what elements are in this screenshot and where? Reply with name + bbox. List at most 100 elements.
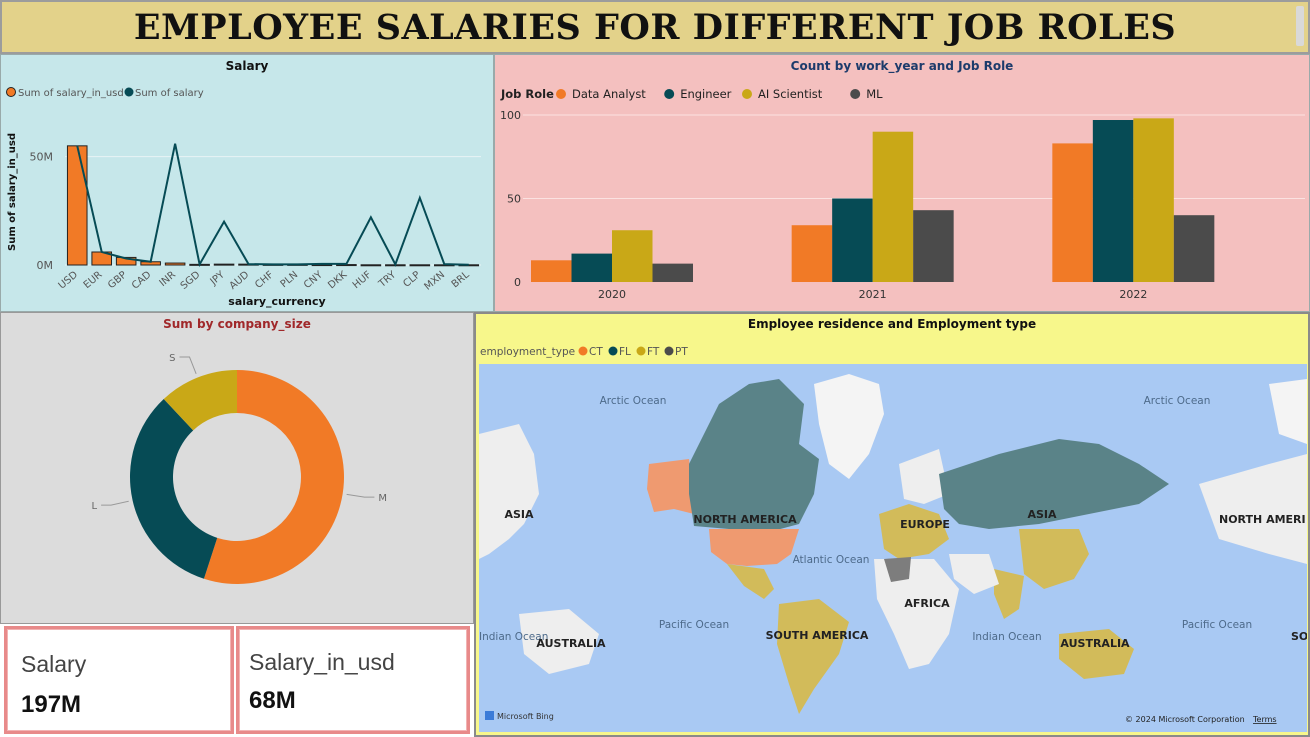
x-tick-label-inr: INR	[158, 269, 178, 289]
y-tick-label: 100	[500, 109, 521, 122]
donut-label-s: S	[169, 353, 175, 364]
legend-label-0: Data Analyst	[572, 87, 646, 101]
region-algeria	[884, 557, 911, 582]
count-bar-2020-3	[652, 263, 693, 282]
label-australia-left: AUSTRALIA	[536, 637, 606, 650]
legend-label-fl: FL	[619, 346, 631, 358]
region-greenland	[814, 374, 884, 479]
map-legend-area[interactable]: employment_type CT FL FT PT	[476, 314, 1310, 737]
label-arctic-ocean-left: Arctic Ocean	[600, 395, 667, 407]
count-legend-title: Job Role	[500, 87, 554, 101]
label-asia: ASIA	[1027, 508, 1057, 521]
legend-label-2: AI Scientist	[758, 87, 823, 101]
legend-label-ft: FT	[647, 346, 660, 358]
region-europe-north	[899, 449, 949, 504]
region-mexico	[727, 564, 774, 599]
x-tick-label-cny: CNY	[302, 269, 326, 291]
legend-marker-ct	[578, 346, 588, 356]
y-tick-label: 50	[507, 193, 521, 206]
x-tick-label-jpy: JPY	[208, 269, 228, 288]
card-salary[interactable]: Salary 197M	[4, 626, 234, 734]
legend-label-3: ML	[866, 87, 883, 101]
count-legend[interactable]: Data Analyst Engineer AI Scientist ML	[556, 87, 883, 101]
map-legend-title: employment_type	[480, 346, 575, 358]
region-india	[994, 569, 1024, 619]
x-tick-label-sgd: SGD	[179, 269, 203, 292]
legend-marker-fl	[608, 346, 618, 356]
region-north-america-right	[1199, 454, 1307, 564]
legend-marker-1	[664, 89, 675, 99]
label-arctic-ocean-right: Arctic Ocean	[1144, 395, 1211, 407]
legend-label-ct: CT	[589, 346, 603, 358]
count-chart-title: Count by work_year and Job Role	[790, 59, 1014, 73]
count-bar-2022-2	[1133, 118, 1174, 282]
donut-leader-line	[346, 493, 375, 498]
dashboard-title: EMPLOYEE SALARIES FOR DIFFERENT JOB ROLE…	[133, 7, 1177, 48]
x-tick-label-pln: PLN	[279, 269, 301, 290]
card-salary-value: 197M	[21, 691, 82, 718]
label-asia-left: ASIA	[504, 508, 534, 521]
x-tick-label-aud: AUD	[228, 269, 252, 292]
x-tick-label-brl: BRL	[450, 269, 472, 290]
salary-chart-panel[interactable]: Salary Sum of salary_in_usd Sum of salar…	[0, 54, 494, 312]
salary-y-ticks: 0M 50M	[30, 151, 54, 272]
x-tick-label-gbp: GBP	[106, 269, 129, 291]
label-atlantic-ocean: Atlantic Ocean	[793, 554, 870, 566]
map-copyright: © 2024 Microsoft Corporation	[1125, 715, 1245, 724]
donut-leader-line	[101, 500, 129, 506]
label-pacific-ocean-left: Pacific Ocean	[659, 619, 729, 631]
label-africa: AFRICA	[904, 597, 950, 610]
x-tick-label-cad: CAD	[130, 269, 154, 291]
region-china	[1019, 529, 1089, 589]
region-canada	[689, 379, 819, 532]
salary-legend[interactable]: Sum of salary_in_usd Sum of salary	[6, 87, 204, 100]
x-tick-label-chf: CHF	[253, 269, 276, 291]
label-pacific-ocean-right: Pacific Ocean	[1182, 619, 1252, 631]
region-russia	[939, 439, 1169, 529]
count-bar-2021-1	[832, 198, 873, 282]
donut-leader-line	[179, 356, 197, 374]
salary-line-series[interactable]	[76, 143, 469, 268]
count-bars[interactable]	[531, 118, 1215, 282]
legend-marker-usd	[6, 87, 16, 97]
legend-marker-0	[556, 89, 566, 99]
legend-label-1: Engineer	[680, 87, 731, 101]
label-south-america: SOUTH AMERICA	[766, 629, 869, 642]
salary-gridlines	[65, 156, 481, 266]
region-oceania-left	[519, 609, 599, 674]
y-tick-label: 0M	[37, 259, 54, 272]
map-terms-link[interactable]: Terms	[1252, 715, 1277, 724]
label-australia: AUSTRALIA	[1060, 637, 1130, 650]
scrollbar[interactable]	[1296, 6, 1304, 46]
donut-chart[interactable]: M L S	[1, 313, 474, 624]
salary-chart[interactable]: Sum of salary_in_usd Sum of salary Sum o…	[1, 55, 494, 312]
legend-label-usd: Sum of salary_in_usd	[18, 88, 124, 99]
salary-bar-inr	[164, 262, 186, 266]
map-panel[interactable]: Employee residence and Employment type e…	[474, 312, 1310, 737]
salary-chart-title: Salary	[225, 59, 269, 73]
salary-line	[76, 143, 469, 268]
salary-x-ticks: USD EUR GBP CAD INR SGD JPY AUD CHF PLN CNY DKK HUF T…	[57, 269, 472, 293]
x-tick-label-2021: 2021	[859, 288, 887, 301]
count-chart[interactable]: Job Role Data Analyst Engineer AI Scientis…	[495, 55, 1310, 312]
count-bar-2021-3	[913, 210, 954, 282]
world-map[interactable]: Arctic Ocean Arctic Ocean Atlantic Ocean…	[479, 364, 1307, 732]
donut-chart-panel[interactable]: Sum by company_size M L S	[0, 312, 474, 624]
salary-bar-jpy	[213, 263, 235, 266]
legend-label-pt: PT	[675, 346, 688, 358]
x-tick-label-try: TRY	[376, 269, 399, 291]
region-asia-left	[479, 424, 539, 559]
region-alaska	[647, 459, 694, 514]
label-indian-ocean: Indian Ocean	[972, 631, 1041, 643]
count-chart-panel[interactable]: Count by work_year and Job Role Job Role…	[494, 54, 1310, 312]
x-tick-label-2022: 2022	[1119, 288, 1147, 301]
region-europe	[879, 504, 949, 559]
salary-bar-gbp	[115, 256, 137, 266]
legend-marker-pt	[664, 346, 674, 356]
x-tick-label-2020: 2020	[598, 288, 626, 301]
count-bar-2021-2	[872, 131, 914, 282]
x-tick-label-usd: USD	[57, 269, 81, 291]
label-north-america-right: NORTH AMERI	[1219, 513, 1306, 526]
card-salary-usd[interactable]: Salary_in_usd 68M	[236, 626, 470, 734]
card-salary-usd-label: Salary_in_usd	[249, 649, 395, 675]
